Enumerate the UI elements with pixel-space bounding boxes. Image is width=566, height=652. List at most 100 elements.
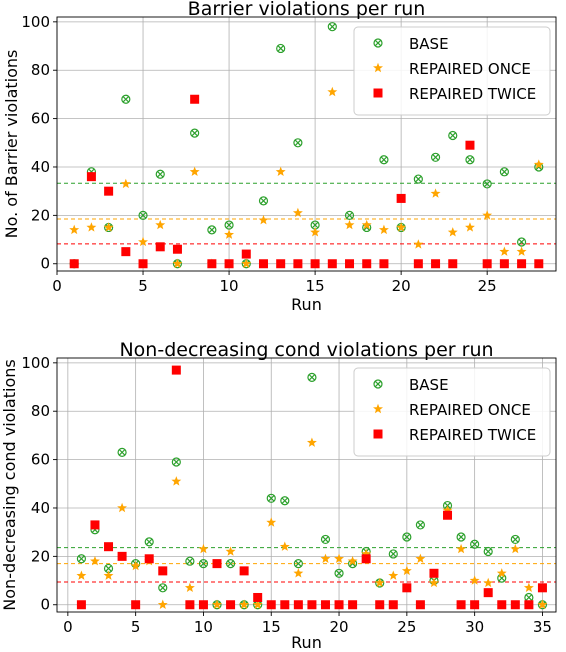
data-point	[496, 568, 507, 578]
data-point	[334, 553, 344, 563]
data-point	[103, 570, 114, 580]
x-tick-label: 0	[52, 277, 62, 295]
data-point	[470, 539, 480, 549]
data-point	[120, 178, 131, 189]
data-point	[207, 259, 217, 269]
data-point	[130, 560, 141, 571]
data-point	[76, 570, 87, 580]
data-point	[190, 94, 200, 104]
marker-ring	[155, 169, 165, 179]
data-point	[138, 259, 148, 269]
data-point	[327, 259, 337, 269]
marker-ring	[510, 534, 520, 545]
marker-ring	[465, 155, 475, 165]
series-repaired-once	[76, 437, 548, 609]
data-point	[482, 179, 492, 189]
data-point	[415, 520, 426, 530]
marker-ring	[276, 43, 286, 54]
data-point	[117, 502, 128, 513]
marker-cross	[146, 538, 153, 545]
data-point	[69, 224, 80, 235]
data-point	[226, 600, 236, 610]
data-point	[241, 249, 251, 259]
data-point	[69, 259, 79, 269]
plot-frame	[56, 357, 557, 613]
marker-cross	[227, 560, 234, 567]
legend-box	[353, 367, 551, 457]
data-point	[157, 599, 168, 609]
data-point	[415, 600, 425, 610]
data-point	[499, 259, 509, 269]
legend-marker	[373, 38, 383, 48]
data-point	[266, 600, 276, 610]
data-point	[293, 559, 303, 569]
marker-cross	[295, 560, 302, 567]
data-point	[241, 258, 252, 268]
legend-label: REPAIRED TWICE	[409, 426, 536, 444]
data-point	[258, 215, 269, 225]
marker-ring	[293, 559, 303, 569]
data-point	[443, 510, 453, 520]
data-point	[138, 210, 148, 220]
data-point	[510, 534, 520, 545]
data-point	[266, 493, 276, 503]
marker-ring	[516, 237, 527, 247]
legend-box	[353, 26, 551, 116]
marker-cross	[322, 536, 329, 543]
data-point	[198, 559, 209, 569]
x-tick-label: 20	[392, 277, 411, 295]
marker-cross	[208, 226, 215, 233]
data-point	[279, 541, 290, 551]
data-point	[510, 543, 521, 554]
data-point	[344, 219, 355, 230]
data-point	[310, 259, 320, 269]
marker-cross	[226, 222, 233, 229]
data-point	[334, 568, 344, 578]
x-tick-label: 10	[194, 618, 213, 636]
data-point	[429, 568, 439, 578]
data-point	[499, 167, 509, 177]
x-tick-label: 0	[63, 618, 73, 636]
marker-cross	[484, 180, 491, 187]
marker-cross	[157, 171, 164, 178]
marker-ring	[373, 379, 383, 389]
marker-ring	[470, 539, 480, 549]
data-point	[388, 600, 398, 610]
data-point	[292, 207, 303, 218]
marker-ring	[373, 38, 383, 48]
data-point	[320, 600, 330, 610]
legend-item: REPAIRED TWICE	[373, 85, 536, 103]
data-point	[293, 568, 304, 578]
legend: BASE REPAIRED ONCE REPAIRED TWICE	[353, 26, 551, 116]
marker-cross	[329, 23, 336, 30]
data-point	[293, 600, 303, 610]
marker-cross	[380, 156, 387, 163]
data-point	[469, 575, 480, 585]
marker-cross	[186, 558, 193, 565]
marker-cross	[458, 533, 465, 541]
legend-marker	[373, 403, 383, 414]
data-point	[523, 582, 534, 593]
data-point	[499, 246, 510, 256]
legend-item: REPAIRED ONCE	[373, 401, 531, 419]
data-point	[517, 259, 527, 269]
marker-ring	[121, 94, 131, 104]
marker-ring	[499, 167, 509, 177]
legend-marker	[373, 429, 383, 439]
data-point	[327, 86, 338, 97]
data-point	[276, 43, 286, 54]
data-point	[430, 188, 441, 198]
data-point	[158, 583, 168, 593]
data-point	[388, 549, 398, 559]
marker-cross	[294, 139, 301, 146]
y-tick-label: 0	[40, 255, 50, 273]
marker-ring	[320, 534, 331, 545]
legend-label: BASE	[409, 35, 449, 53]
data-point	[224, 229, 235, 239]
data-point	[516, 246, 527, 256]
data-point	[413, 259, 423, 269]
data-point	[207, 225, 217, 235]
data-point	[448, 259, 458, 269]
marker-ring	[198, 559, 209, 569]
data-point	[516, 237, 527, 247]
